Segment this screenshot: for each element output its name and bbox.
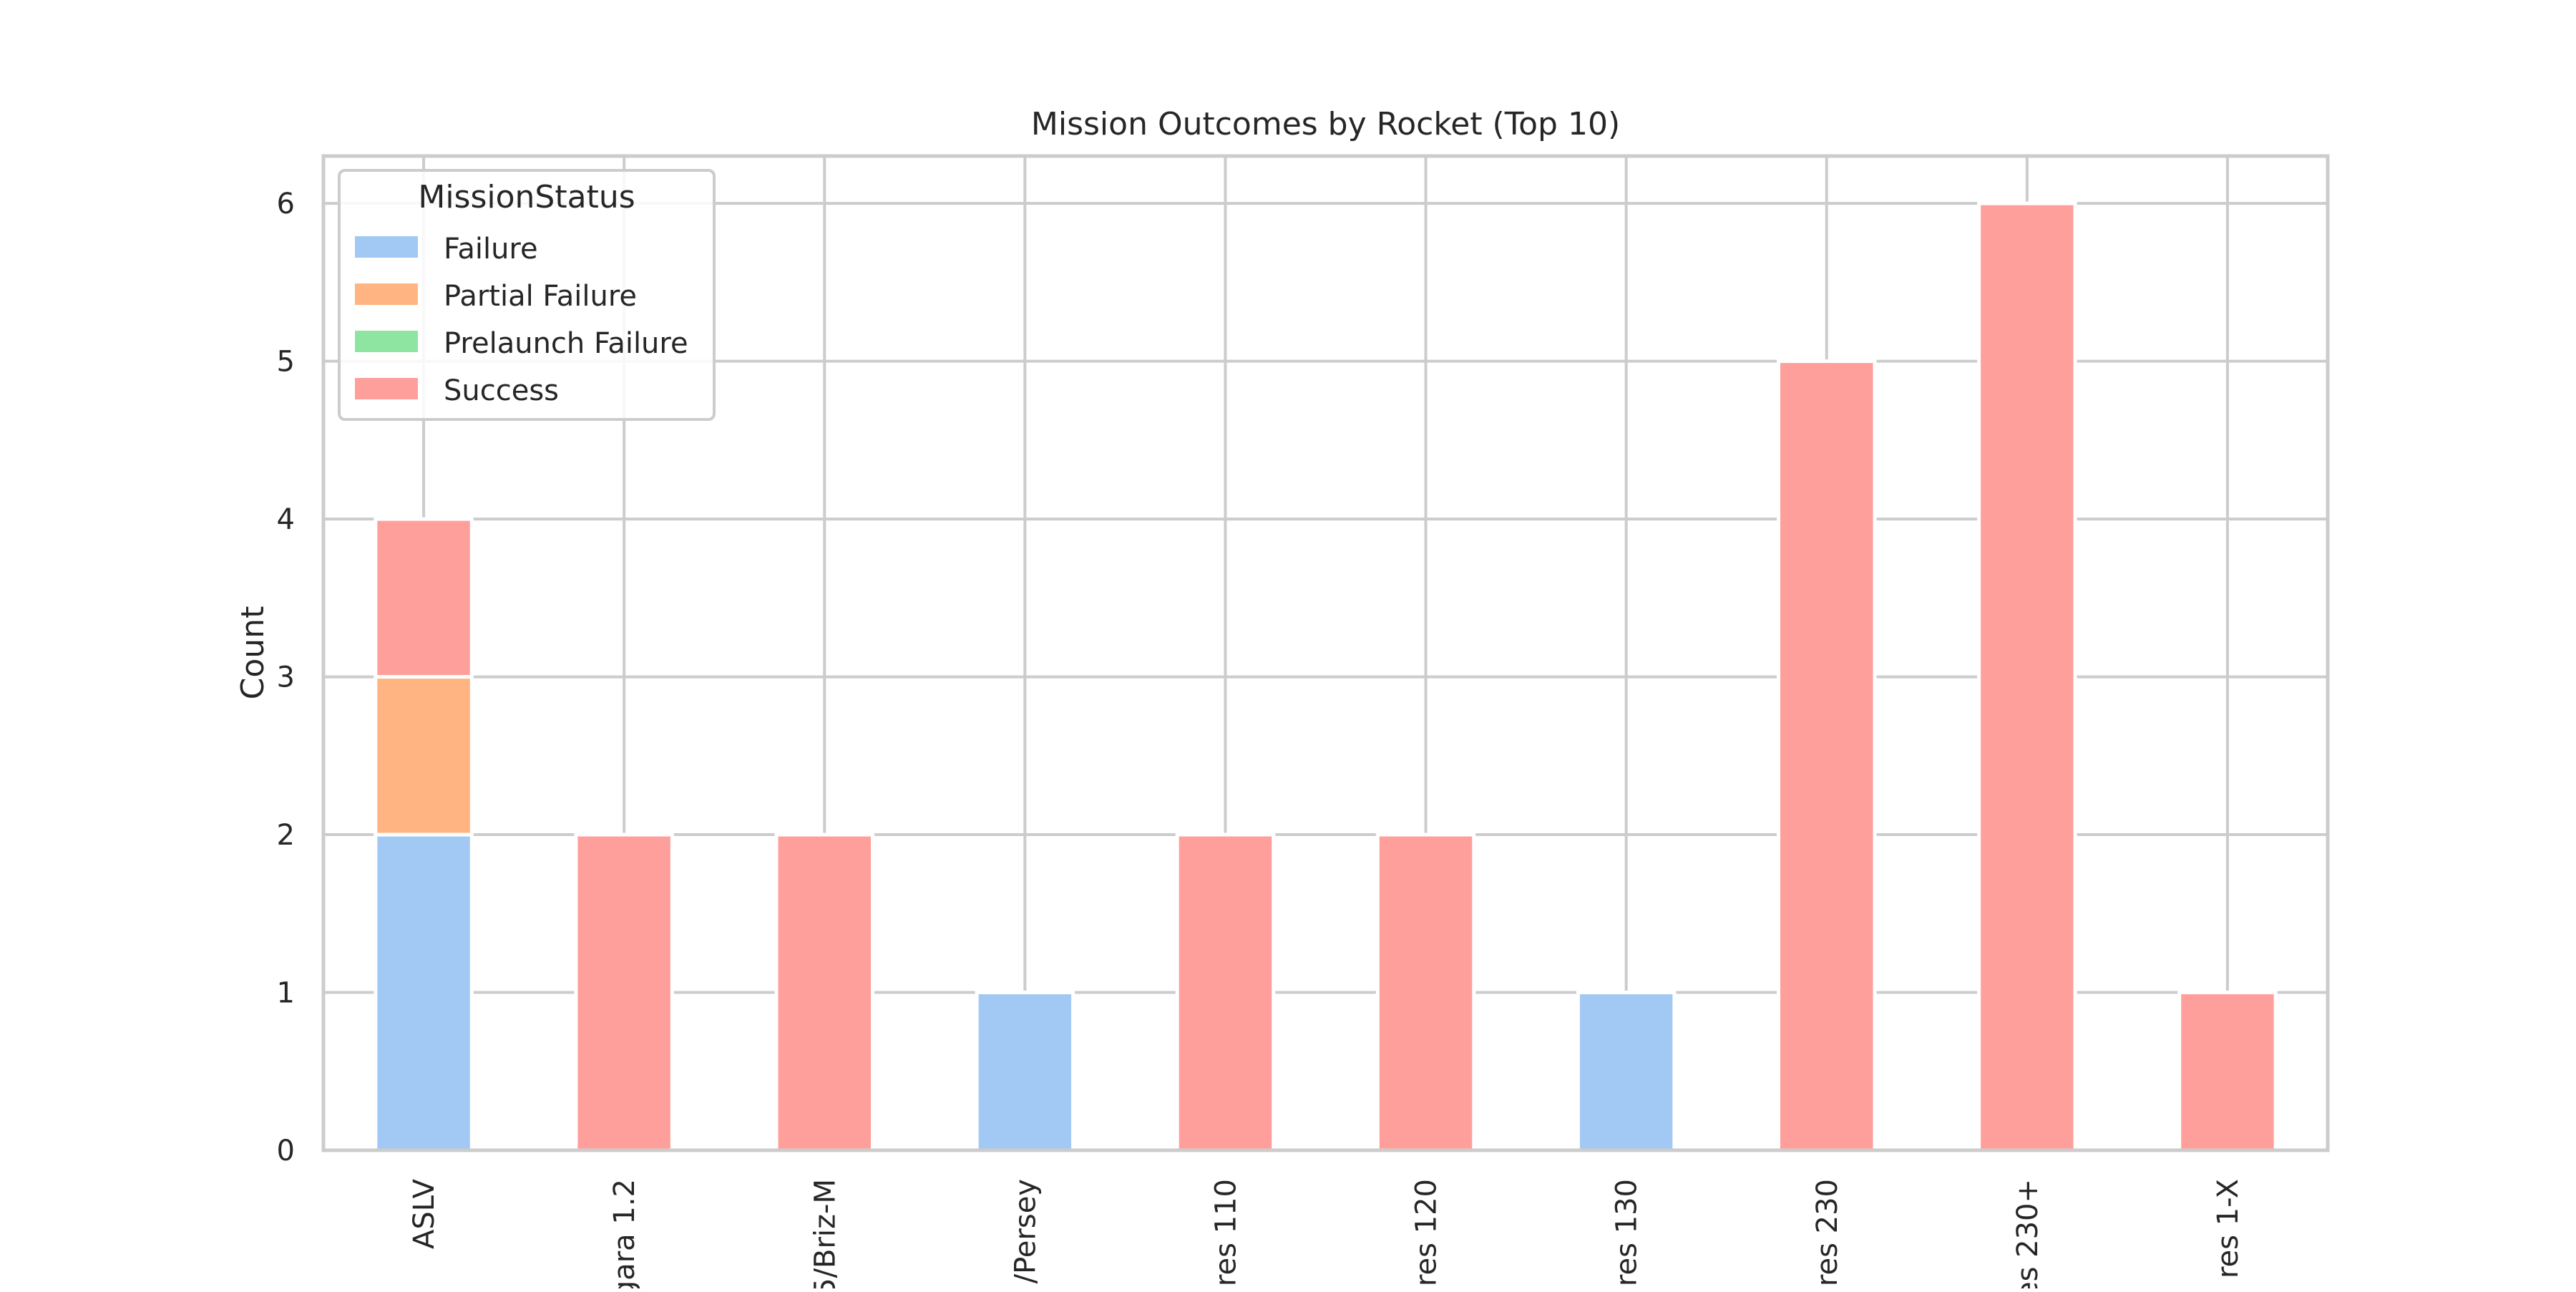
legend-label: Failure <box>444 233 538 266</box>
y-tick-label: 5 <box>277 346 295 379</box>
legend-label: Success <box>444 374 559 407</box>
bar-segment <box>374 675 474 837</box>
y-axis-title: Count <box>235 606 271 700</box>
plot-frame <box>321 154 2330 1152</box>
legend-swatch <box>355 331 418 352</box>
bar-segment <box>1777 359 1877 1152</box>
bar-segment <box>975 991 1075 1152</box>
x-tick-label: res 130 <box>1611 1179 1644 1286</box>
legend: MissionStatus Failure Partial Failure Prela… <box>338 169 716 421</box>
x-tick-label: /Persey <box>1009 1179 1042 1283</box>
legend-swatch <box>355 283 418 305</box>
y-axis: 0 1 2 3 4 5 6 <box>277 188 295 1167</box>
legend-label: Partial Failure <box>444 280 637 313</box>
bars <box>374 201 2278 1152</box>
x-tick-label: res 120 <box>1410 1179 1443 1286</box>
x-tick-label: ASLV <box>408 1178 441 1249</box>
x-tick-label: es 230+ <box>2011 1179 2044 1288</box>
bar-segment <box>2177 991 2278 1152</box>
y-tick-label: 4 <box>277 503 295 536</box>
x-tick-label: res 110 <box>1209 1179 1242 1286</box>
x-tick-label: res 1-X <box>2212 1179 2245 1278</box>
legend-swatch <box>355 378 418 399</box>
y-tick-label: 2 <box>277 819 295 852</box>
bar-segment <box>1576 991 1677 1152</box>
x-tick-label: res 230 <box>1811 1179 1844 1286</box>
y-tick-label: 1 <box>277 977 295 1010</box>
bar-segment <box>774 832 874 1152</box>
bar-segment <box>1977 201 2077 1152</box>
bar-segment <box>374 832 474 1152</box>
bar-segment <box>1175 832 1276 1152</box>
x-axis: ASLV gara 1.2 5/Briz-M/Persey res 110 res 12… <box>408 1178 2245 1292</box>
bar-segment <box>1375 832 1476 1152</box>
legend-label: Prelaunch Failure <box>444 327 688 360</box>
bar-segment <box>374 517 474 679</box>
y-tick-label: 3 <box>277 661 295 694</box>
legend-swatch <box>355 236 418 258</box>
chart-title: Mission Outcomes by Rocket (Top 10) <box>1031 106 1620 142</box>
legend-title: MissionStatus <box>418 179 635 215</box>
x-tick-label: gara 1.2 <box>608 1179 641 1288</box>
y-tick-label: 6 <box>277 188 295 220</box>
x-tick-label: 5/Briz-M <box>809 1179 841 1288</box>
y-tick-label: 0 <box>277 1135 295 1167</box>
bar-segment <box>574 832 674 1152</box>
legend-box <box>338 169 716 421</box>
